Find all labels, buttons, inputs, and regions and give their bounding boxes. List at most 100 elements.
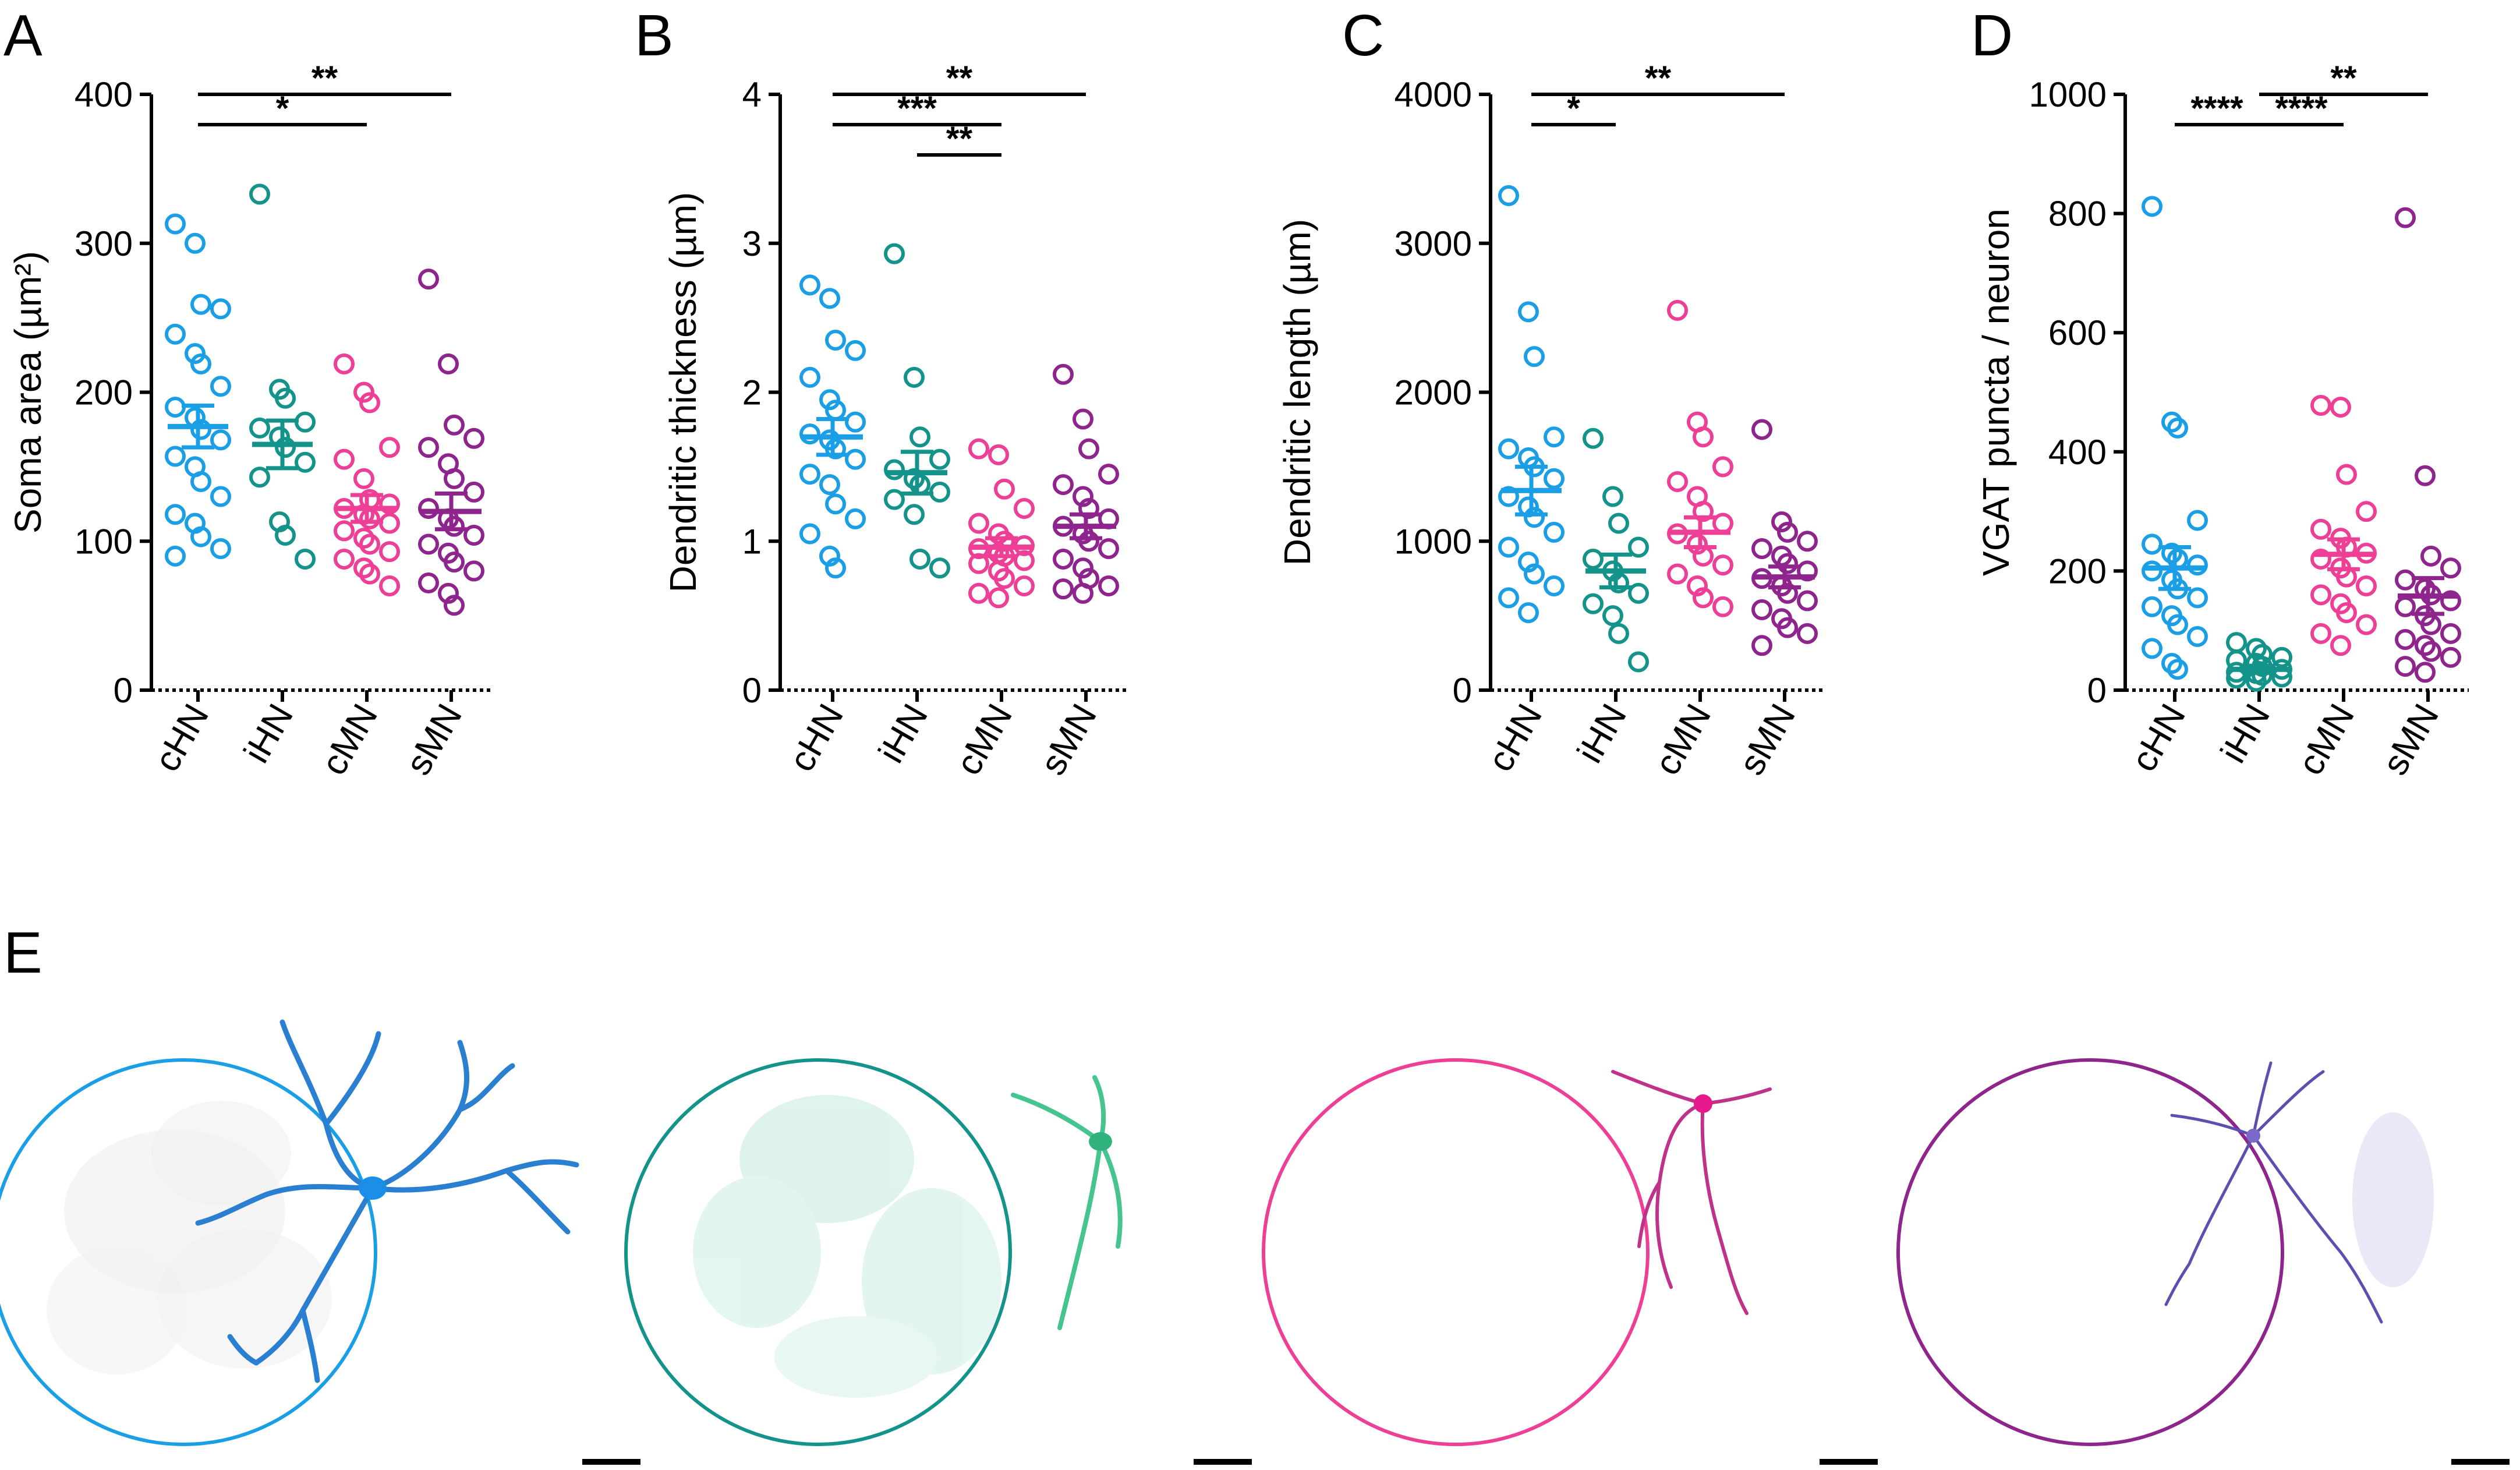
data-point: [295, 548, 316, 570]
data-point: [2310, 548, 2331, 570]
data-point: [334, 548, 355, 570]
y-axis-title: VGAT puncta / neuron: [1975, 209, 2017, 576]
x-category-label: iHN: [871, 698, 936, 770]
micrograph-frame: [0, 1058, 377, 1446]
y-tick-label: 400: [2048, 433, 2107, 472]
series-ihn: [249, 183, 316, 570]
data-point: [1797, 531, 1818, 552]
data-point: [819, 389, 840, 411]
x-category-label: cMN: [2291, 698, 2362, 782]
series-cmn: [1667, 299, 1733, 617]
data-point: [1687, 533, 1708, 555]
data-point: [825, 329, 846, 351]
data-point: [190, 419, 211, 440]
data-point: [1073, 557, 1093, 579]
data-point: [2330, 635, 2351, 656]
data-point: [295, 411, 316, 433]
y-tick-label: 100: [75, 522, 133, 561]
data-point: [1098, 464, 1119, 485]
data-point: [2142, 638, 2162, 659]
series-smn: [2395, 207, 2461, 683]
data-point: [1524, 346, 1545, 368]
data-point: [334, 520, 355, 542]
data-point: [2161, 652, 2182, 674]
y-tick-label: 3000: [1395, 224, 1472, 263]
data-point: [275, 437, 296, 458]
neuron-dendrites: [1011, 1075, 1123, 1330]
data-point: [1693, 501, 1714, 522]
data-point: [379, 575, 400, 596]
data-point: [1628, 651, 1649, 673]
data-point: [1751, 538, 1772, 560]
data-point: [2440, 623, 2461, 644]
y-tick-label: 0: [2087, 671, 2107, 710]
data-point: [929, 448, 950, 470]
data-point: [2142, 533, 2162, 555]
y-tick-label: 200: [75, 373, 133, 412]
panel-letter-e: E: [3, 920, 43, 985]
data-point: [2187, 510, 2208, 531]
significance-label: **: [1645, 59, 1672, 97]
data-point: [2310, 623, 2331, 644]
data-point: [1544, 575, 1565, 596]
data-point: [1014, 575, 1035, 596]
data-point: [1518, 552, 1539, 573]
data-point: [379, 493, 400, 515]
y-tick-label: 1: [742, 522, 762, 561]
data-point: [1498, 587, 1519, 609]
data-point: [1712, 456, 1733, 478]
data-point: [353, 528, 374, 549]
data-point: [249, 467, 270, 488]
data-point: [1687, 575, 1708, 596]
data-point: [2395, 596, 2416, 617]
series-smn: [418, 268, 484, 616]
data-point: [1712, 554, 1733, 576]
panel-letter: D: [1971, 3, 2013, 68]
data-point: [359, 533, 380, 555]
micrograph-frame: [624, 1058, 1012, 1446]
data-point: [929, 557, 950, 579]
data-point: [2187, 587, 2208, 609]
data-point: [2330, 397, 2351, 418]
data-point: [1098, 575, 1119, 596]
x-category-label: sMN: [1732, 698, 1803, 782]
data-point: [353, 381, 374, 403]
x-category-label: cHN: [2123, 698, 2193, 779]
data-point: [210, 429, 231, 451]
y-axis-title: Dendritic thickness (µm): [662, 192, 704, 593]
data-point: [1797, 590, 1818, 612]
data-point: [909, 548, 930, 570]
data-point: [1518, 301, 1539, 323]
data-point: [1751, 635, 1772, 656]
data-point: [190, 471, 211, 492]
data-point: [819, 474, 840, 496]
data-point: [1712, 513, 1733, 534]
data-point: [165, 397, 186, 418]
micrograph-cmn: [1262, 1058, 1772, 1446]
data-point: [1693, 587, 1714, 609]
data-point: [2246, 638, 2267, 659]
data-point: [799, 366, 820, 388]
x-category-label: sMN: [398, 698, 470, 782]
data-point: [2187, 554, 2208, 576]
x-category-label: iHN: [2213, 698, 2278, 770]
data-point: [463, 481, 484, 503]
data-point: [295, 451, 316, 473]
data-point: [1667, 471, 1688, 492]
neuron-soma: [1089, 1132, 1112, 1151]
data-point: [884, 489, 905, 510]
data-point: [1014, 497, 1035, 519]
data-point: [1797, 560, 1818, 582]
series-chn: [799, 274, 866, 579]
data-point: [1073, 486, 1093, 507]
data-point: [988, 587, 1009, 609]
data-point: [2415, 465, 2436, 486]
data-point: [334, 353, 355, 374]
data-point: [968, 582, 989, 604]
data-point: [799, 523, 820, 545]
data-point: [210, 376, 231, 397]
data-point: [845, 448, 866, 470]
data-point: [2336, 602, 2357, 624]
